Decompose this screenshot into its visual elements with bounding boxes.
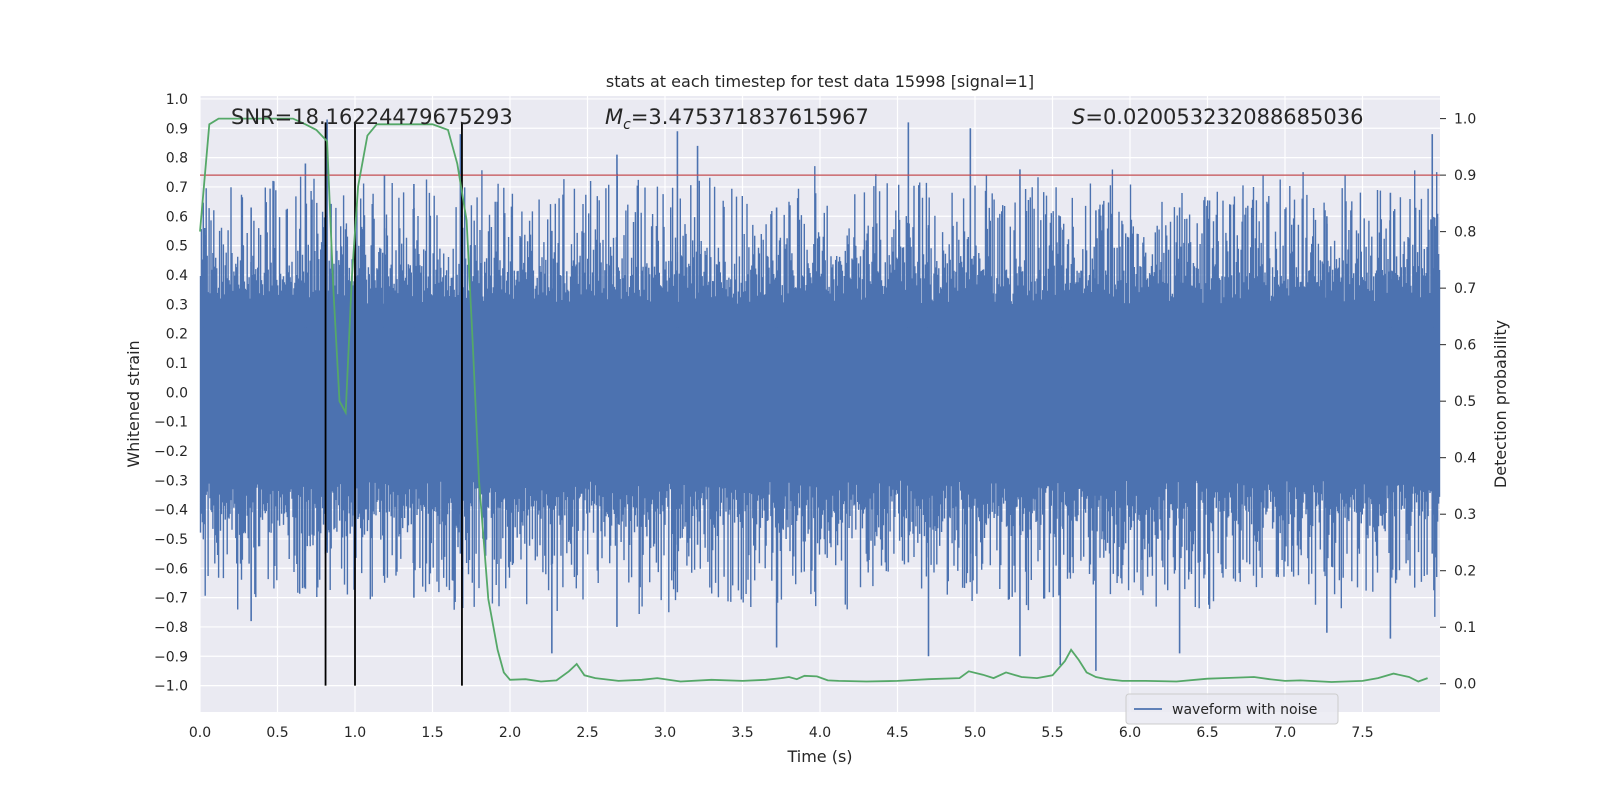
- chirp-mass-symbol: M: [605, 105, 623, 129]
- y-right-tick-label: 0.6: [1454, 338, 1476, 354]
- x-tick-label: 6.5: [1196, 725, 1218, 741]
- y-left-tick-label: 0.6: [166, 209, 188, 225]
- chart-title: stats at each timestep for test data 159…: [606, 72, 1034, 91]
- s-symbol: S: [1072, 105, 1085, 129]
- y-left-tick-label: −0.9: [154, 649, 188, 665]
- x-tick-label: 7.5: [1351, 725, 1373, 741]
- y-left-tick-label: −0.8: [154, 620, 188, 636]
- x-axis-label: Time (s): [786, 747, 852, 766]
- noise-series: [199, 119, 1441, 671]
- y-left-tick-label: −0.1: [154, 415, 188, 431]
- y-right-tick-label: 0.5: [1454, 394, 1476, 410]
- x-tick-label: 1.5: [421, 725, 443, 741]
- x-tick-label: 1.0: [344, 725, 366, 741]
- s-value: =0.020053232088685036: [1085, 105, 1363, 129]
- chirp-mass-annotation: Mc=3.475371837615967: [605, 105, 869, 133]
- x-tick-label: 0.0: [189, 725, 211, 741]
- y-left-axis-label: Whitened strain: [124, 340, 143, 467]
- x-tick-label: 4.0: [809, 725, 831, 741]
- snr-annotation: SNR=18.16224479675293: [231, 105, 513, 129]
- y-left-tick-label: −1.0: [154, 679, 188, 695]
- s-annotation: S=0.020053232088685036: [1072, 105, 1363, 129]
- y-left-tick-label: 0.2: [166, 327, 188, 343]
- y-left-tick-label: 0.5: [166, 239, 188, 255]
- x-tick-label: 4.5: [886, 725, 908, 741]
- x-tick-label: 2.5: [576, 725, 598, 741]
- x-tick-label: 3.5: [731, 725, 753, 741]
- vertical-markers: [324, 122, 463, 686]
- y-left-tick-label: 0.3: [166, 297, 188, 313]
- y-right-tick-label: 0.9: [1454, 168, 1476, 184]
- y-left-tick-label: 0.4: [166, 268, 188, 284]
- x-tick-label: 5.5: [1041, 725, 1063, 741]
- x-tick-label: 5.0: [964, 725, 986, 741]
- y-left-tick-label: 1.0: [166, 92, 188, 108]
- y-left-tick-label: 0.0: [166, 385, 188, 401]
- legend: waveform with noise: [1125, 693, 1339, 725]
- y-left-tick-label: 0.8: [166, 151, 188, 167]
- y-right-axis-label: Detection probability: [1491, 320, 1510, 488]
- y-left-tick-label: −0.6: [154, 561, 188, 577]
- x-tick-label: 2.0: [499, 725, 521, 741]
- x-tick-label: 0.5: [266, 725, 288, 741]
- chirp-mass-subscript: c: [623, 117, 631, 133]
- y-left-tick-label: −0.2: [154, 444, 188, 460]
- y-right-tick-label: 0.2: [1454, 564, 1476, 580]
- y-right-tick-label: 1.0: [1454, 112, 1476, 128]
- y-right-tick-label: 0.0: [1454, 677, 1476, 693]
- chirp-mass-value: =3.475371837615967: [631, 105, 869, 129]
- y-left-tick-label: −0.3: [154, 473, 188, 489]
- y-right-tick-labels: 1.0 0.9 0.8 0.7 0.6 0.5 0.4 0.3 0.2 0.1 0.0: [1440, 112, 1476, 693]
- y-right-tick-label: 0.1: [1454, 620, 1476, 636]
- y-left-tick-label: −0.5: [154, 532, 188, 548]
- y-right-tick-label: 0.3: [1454, 507, 1476, 523]
- y-right-tick-label: 0.4: [1454, 451, 1476, 467]
- y-left-tick-label: 0.9: [166, 121, 188, 137]
- y-left-tick-label: −0.4: [154, 503, 188, 519]
- x-tick-label: 7.0: [1274, 725, 1296, 741]
- probability-line: [199, 117, 1428, 683]
- x-tick-label: 6.0: [1119, 725, 1141, 741]
- y-left-tick-label: −0.7: [154, 591, 188, 607]
- y-left-tick-label: 0.1: [166, 356, 188, 372]
- x-tick-labels: 0.0 0.5 1.0 1.5 2.0 2.5 3.0 3.5 4.0 4.5 5.0 5.5 6.0 6…: [189, 725, 1374, 741]
- y-right-tick-label: 0.7: [1454, 281, 1476, 297]
- noise-core: [200, 327, 1440, 457]
- legend-label: waveform with noise: [1172, 702, 1317, 718]
- legend-box: [1125, 693, 1339, 725]
- y-left-tick-labels: 1.0 0.9 0.8 0.7 0.6 0.5 0.4 0.3 0.2 0.1 0.0 −0.1 −0.…: [154, 92, 188, 695]
- y-left-tick-label: 0.7: [166, 180, 188, 196]
- y-right-tick-label: 0.8: [1454, 225, 1476, 241]
- x-tick-label: 3.0: [654, 725, 676, 741]
